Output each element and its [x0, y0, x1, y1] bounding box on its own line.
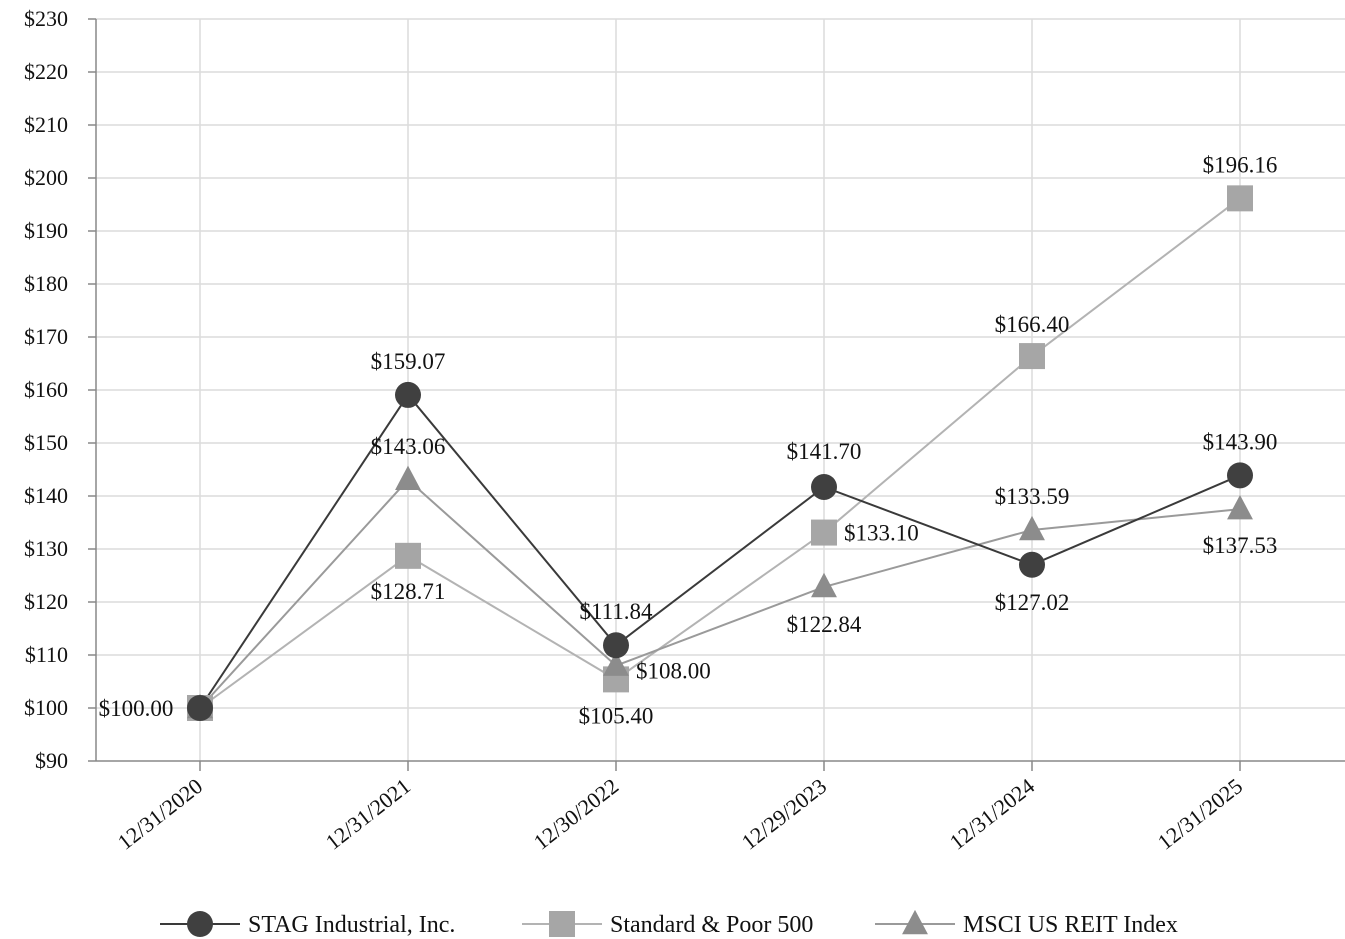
data-point-square	[1019, 343, 1045, 370]
legend-item: STAG Industrial, Inc.	[160, 911, 455, 938]
data-label: $143.06	[371, 434, 446, 459]
data-point-circle	[1019, 551, 1045, 578]
y-tick-label: $130	[24, 536, 68, 561]
data-point-square	[1227, 185, 1253, 212]
x-tick-label: 12/29/2023	[737, 773, 831, 854]
data-point-circle	[395, 381, 421, 408]
data-label: $122.84	[787, 612, 862, 637]
data-label: $111.84	[579, 599, 653, 624]
data-label-layer: $100.00 $159.07 $111.84 $141.70 $127.02 $143.…	[99, 152, 1278, 728]
y-tick-label: $230	[24, 6, 68, 31]
data-label: $108.00	[636, 659, 711, 684]
y-tick-label: $160	[24, 377, 68, 402]
legend-label: MSCI US REIT Index	[963, 912, 1178, 938]
series-layer	[187, 185, 1253, 721]
axis-layer: $90 $100 $110 $120 $130 $140 $150 $160 $170 $180 $…	[24, 6, 1345, 855]
y-tick-label: $140	[24, 483, 68, 508]
data-label: $166.40	[995, 312, 1070, 337]
data-label: $143.90	[1203, 429, 1278, 454]
x-tick-label: 12/31/2021	[321, 773, 415, 854]
data-label: $128.71	[371, 579, 446, 604]
y-tick-label: $170	[24, 324, 68, 349]
data-point-triangle	[1227, 494, 1253, 520]
y-tick-label: $120	[24, 589, 68, 614]
data-label: $105.40	[579, 703, 654, 728]
legend-label: STAG Industrial, Inc.	[248, 912, 455, 938]
series-line	[199, 197, 1241, 709]
data-point-circle	[187, 695, 213, 721]
series-line	[199, 478, 1241, 709]
y-tick-label: $90	[35, 748, 68, 773]
legend-marker-square	[549, 911, 575, 937]
data-point-triangle	[811, 572, 837, 598]
data-point-square	[811, 519, 837, 546]
data-point-circle	[603, 632, 629, 659]
legend-marker-circle	[187, 911, 213, 937]
data-label: $141.70	[787, 439, 862, 464]
legend-item: Standard & Poor 500	[522, 911, 813, 938]
data-label: $133.10	[844, 521, 919, 546]
data-point-triangle	[395, 465, 421, 491]
legend: STAG Industrial, Inc. Standard & Poor 500…	[160, 909, 1178, 938]
data-label: $127.02	[995, 590, 1070, 615]
data-label: $133.59	[995, 484, 1070, 509]
x-tick-label: 12/31/2020	[113, 773, 207, 854]
x-tick-label: 12/30/2022	[529, 773, 623, 854]
data-label: $100.00	[99, 696, 174, 721]
x-tick-label: 12/31/2024	[945, 773, 1039, 854]
legend-marker-triangle	[902, 909, 928, 935]
data-label: $159.07	[371, 349, 446, 374]
series-line	[199, 393, 1241, 709]
data-point-square	[395, 542, 421, 569]
data-label: $137.53	[1203, 533, 1278, 558]
data-point-triangle	[1019, 515, 1045, 541]
y-tick-label: $150	[24, 430, 68, 455]
y-tick-label: $200	[24, 165, 68, 190]
legend-label: Standard & Poor 500	[610, 912, 813, 938]
data-point-circle	[1227, 462, 1253, 489]
data-label: $196.16	[1203, 152, 1278, 177]
data-point-triangle	[603, 651, 629, 676]
y-tick-label: $180	[24, 271, 68, 296]
y-tick-label: $110	[25, 642, 68, 667]
data-point-circle	[811, 473, 837, 500]
y-tick-label: $220	[24, 59, 68, 84]
y-tick-label: $100	[24, 695, 68, 720]
legend-item: MSCI US REIT Index	[875, 909, 1178, 938]
y-tick-label: $210	[24, 112, 68, 137]
x-tick-label: 12/31/2025	[1153, 773, 1247, 854]
y-tick-label: $190	[24, 218, 68, 243]
grid-layer	[96, 18, 1345, 761]
